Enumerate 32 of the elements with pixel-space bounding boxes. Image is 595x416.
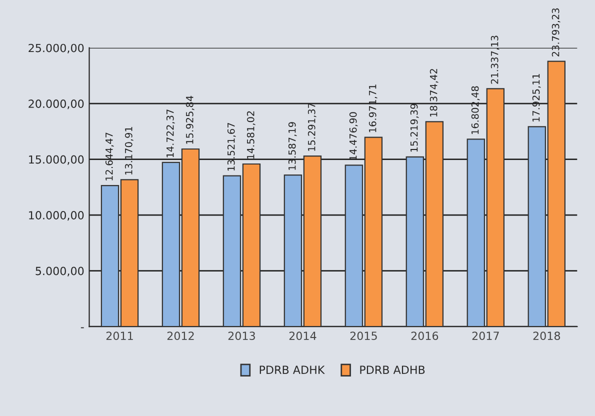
y-tick-label: 10.000,00 <box>29 211 84 221</box>
data-label: 16.971,71 <box>368 84 378 132</box>
data-label: 14.722,37 <box>166 110 175 158</box>
data-label: 14.581,02 <box>246 111 256 159</box>
x-tick-label: 2017 <box>472 332 499 340</box>
data-label: 15.219,39 <box>410 104 419 152</box>
y-tick-label: 25.000,00 <box>28 44 84 54</box>
data-label: 14.476,90 <box>349 112 358 160</box>
x-tick-label: 2011 <box>106 332 133 340</box>
data-label: 13.587,19 <box>288 122 297 170</box>
x-tick-label: 2012 <box>167 332 194 340</box>
x-tick-label: 2014 <box>289 332 316 340</box>
legend-label: PDRB ADHK <box>260 366 325 374</box>
data-label: 13.170,91 <box>124 126 134 174</box>
y-tick-label: 5.000,00 <box>36 266 84 276</box>
x-tick-label: 2015 <box>350 332 377 340</box>
data-label: 16.802,48 <box>471 86 480 134</box>
data-label: 17.925,11 <box>532 74 541 122</box>
x-tick-label: 2018 <box>533 332 560 340</box>
legend-label: PDRB ADHB <box>360 366 425 374</box>
data-label: 15.925,84 <box>186 96 194 144</box>
data-label: 15.291,37 <box>308 103 316 151</box>
x-tick-label: 2016 <box>411 332 438 340</box>
y-tick-label: - <box>80 327 84 328</box>
data-label: 23.793,23 <box>552 8 560 56</box>
data-label: 13.521,67 <box>227 122 236 171</box>
data-label: 18.374,42 <box>430 69 438 116</box>
y-tick-label: 20.000,00 <box>28 100 84 110</box>
y-tick-label: 15.000,00 <box>29 155 84 165</box>
x-tick-label: 2013 <box>228 332 255 340</box>
data-label: 21.337,13 <box>490 36 500 84</box>
data-label: 12.644,47 <box>105 132 114 180</box>
